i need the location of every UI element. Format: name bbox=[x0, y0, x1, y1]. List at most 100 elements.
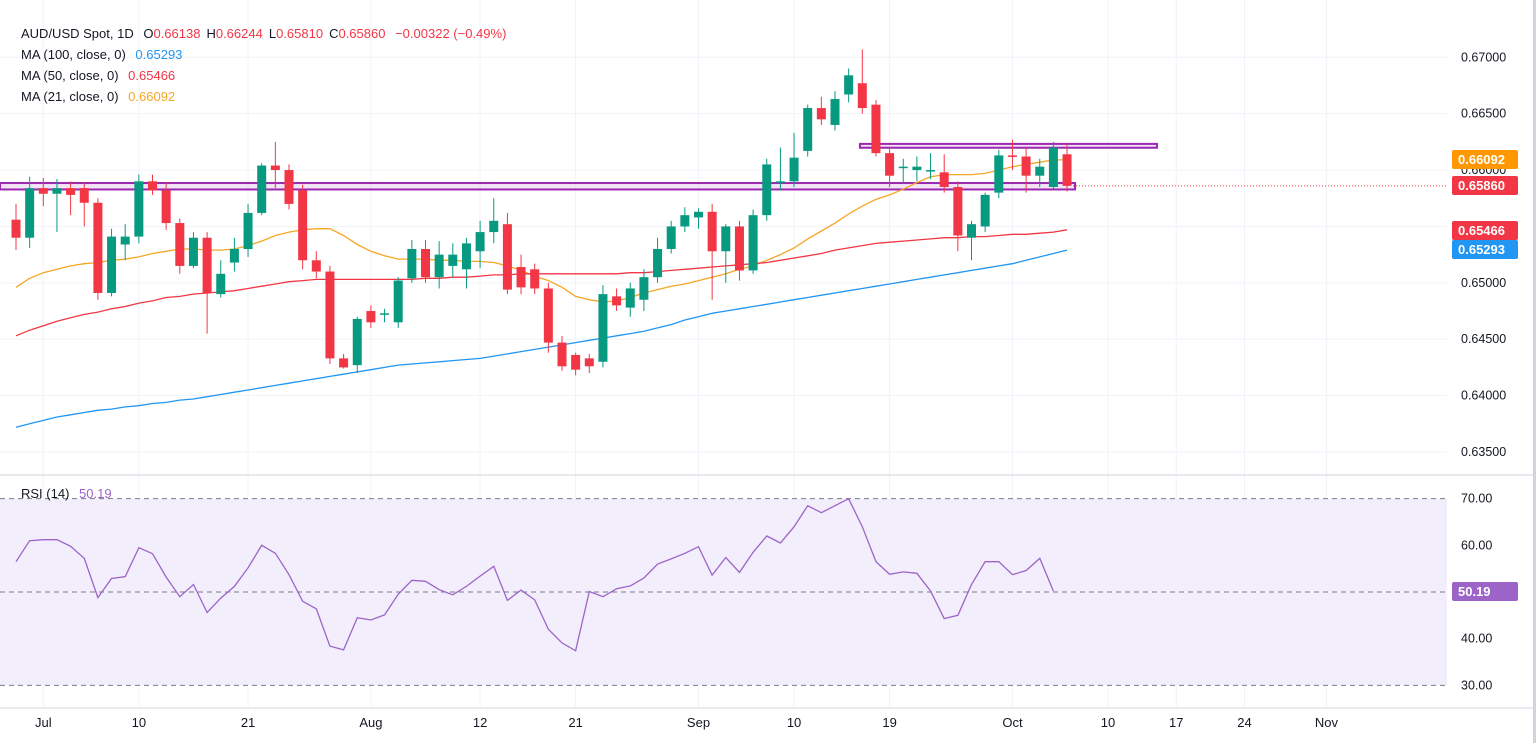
candle bbox=[461, 237, 471, 289]
resistance-zone-1 bbox=[0, 182, 1077, 191]
candle-body bbox=[625, 288, 635, 308]
candle bbox=[161, 182, 171, 230]
time-tick-label: 10 bbox=[787, 715, 801, 730]
ma50-label: MA (50, close, 0) bbox=[21, 68, 119, 83]
rsi-label: RSI (14) bbox=[21, 486, 70, 501]
ma50-row[interactable]: MA (50, close, 0) 0.65466 bbox=[21, 65, 506, 86]
candle-body bbox=[407, 249, 417, 279]
candle-body bbox=[721, 226, 731, 252]
candle bbox=[953, 181, 963, 252]
ohlc-h: H0.66244 bbox=[206, 26, 263, 41]
candle-body bbox=[229, 249, 239, 263]
candle-body bbox=[38, 188, 48, 194]
candle bbox=[680, 207, 690, 233]
candle-body bbox=[175, 223, 185, 266]
candle-body bbox=[953, 186, 963, 236]
candle bbox=[1021, 147, 1031, 193]
candle bbox=[625, 282, 635, 317]
candle bbox=[284, 164, 294, 210]
candle bbox=[557, 335, 567, 371]
candle-body bbox=[557, 342, 567, 367]
candle-body bbox=[1035, 166, 1045, 176]
candle bbox=[612, 288, 622, 312]
candle bbox=[530, 263, 540, 295]
candle bbox=[1007, 139, 1017, 171]
candle-body bbox=[885, 153, 895, 176]
candle bbox=[926, 153, 936, 180]
candle bbox=[762, 158, 772, 221]
candle bbox=[380, 308, 390, 323]
candle-body bbox=[434, 254, 444, 278]
candle bbox=[434, 241, 444, 289]
candle-body bbox=[980, 194, 990, 227]
candle-body bbox=[816, 108, 826, 120]
candle-body bbox=[489, 220, 499, 233]
candle bbox=[243, 203, 253, 257]
rsi-badge: 50.19 bbox=[1452, 581, 1518, 601]
ma50-badge: 0.65466 bbox=[1452, 220, 1518, 240]
candle bbox=[885, 147, 895, 187]
rsi-legend[interactable]: RSI (14) 50.19 bbox=[21, 486, 112, 501]
ohlc-row: AUD/USD Spot, 1D O0.66138 H0.66244 L0.6581… bbox=[21, 23, 506, 44]
ma100-row[interactable]: MA (100, close, 0) 0.65293 bbox=[21, 44, 506, 65]
candle bbox=[489, 198, 499, 244]
candle bbox=[844, 68, 854, 103]
price-tick-label: 0.66500 bbox=[1461, 107, 1506, 121]
candle bbox=[325, 265, 335, 365]
candle bbox=[816, 96, 826, 125]
ma21-row[interactable]: MA (21, close, 0) 0.66092 bbox=[21, 86, 506, 107]
candle bbox=[666, 220, 676, 254]
time-tick-label: 12 bbox=[473, 715, 487, 730]
candle-body bbox=[1007, 155, 1017, 157]
time-tick-label: Aug bbox=[359, 715, 382, 730]
rsi-tick-label: 30.00 bbox=[1461, 678, 1492, 692]
candle-body bbox=[461, 243, 471, 270]
candle-body bbox=[516, 267, 526, 288]
time-tick-label: 10 bbox=[1101, 715, 1115, 730]
candle bbox=[584, 353, 594, 374]
ma21-badge: 0.66092 bbox=[1452, 150, 1518, 170]
candle-body bbox=[584, 358, 594, 367]
candle-body bbox=[707, 211, 717, 252]
candle-body bbox=[680, 215, 690, 227]
candle bbox=[216, 260, 226, 298]
symbol-label[interactable]: AUD/USD Spot, 1D bbox=[21, 26, 134, 41]
candle-body bbox=[789, 157, 799, 182]
candle bbox=[939, 154, 949, 193]
candle-body bbox=[926, 170, 936, 172]
candle-body bbox=[898, 166, 908, 169]
time-tick-label: Oct bbox=[1002, 715, 1023, 730]
candle-body bbox=[543, 288, 553, 343]
candle bbox=[1062, 143, 1072, 192]
candle bbox=[52, 179, 62, 233]
candle bbox=[898, 158, 908, 184]
change-value: −0.00322 (−0.49%) bbox=[395, 26, 507, 41]
candle bbox=[448, 243, 458, 278]
chart-legend: AUD/USD Spot, 1D O0.66138 H0.66244 L0.6581… bbox=[21, 23, 506, 107]
candle-body bbox=[284, 170, 294, 204]
candle bbox=[789, 132, 799, 187]
candle-body bbox=[257, 165, 267, 213]
candle bbox=[407, 239, 417, 283]
candle-body bbox=[188, 237, 198, 266]
candle bbox=[857, 49, 867, 114]
candle bbox=[967, 220, 976, 261]
time-tick-label: Jul bbox=[35, 715, 52, 730]
time-tick-label: 24 bbox=[1237, 715, 1251, 730]
candle bbox=[311, 251, 321, 279]
candle bbox=[1048, 141, 1058, 190]
candle-body bbox=[11, 219, 21, 238]
candle bbox=[11, 203, 21, 251]
candle bbox=[257, 163, 267, 216]
candle bbox=[352, 316, 362, 374]
candle-body bbox=[502, 224, 512, 290]
ma100-value: 0.65293 bbox=[135, 47, 183, 62]
candle bbox=[202, 232, 212, 334]
candle bbox=[38, 177, 48, 207]
time-tick-label: 17 bbox=[1169, 715, 1183, 730]
candle bbox=[516, 254, 526, 295]
time-tick-label: Sep bbox=[687, 715, 710, 730]
candle-body bbox=[352, 318, 362, 366]
